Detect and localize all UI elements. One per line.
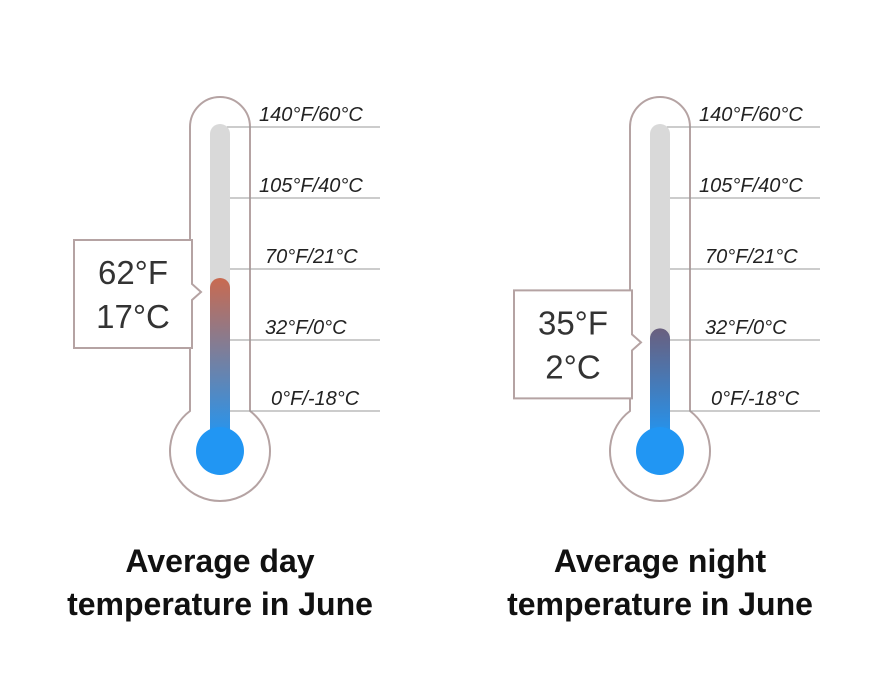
scale-tick-label: 70°F/21°C (705, 246, 798, 268)
caption-line-2: temperature in June (507, 586, 813, 622)
thermometer-day: 140°F/60°C 105°F/40°C 70°F/21°C 32°F/0°C 0°F… (67, 96, 380, 622)
scale-tick-label: 0°F/-18°C (271, 388, 360, 410)
scale-tick-label: 140°F/60°C (699, 104, 803, 126)
scale-tick-label: 140°F/60°C (259, 104, 363, 126)
mercury-fill (210, 277, 230, 440)
reading-celsius: 17°C (96, 298, 170, 335)
caption-line-2: temperature in June (67, 586, 373, 622)
scale-tick-label: 105°F/40°C (259, 175, 363, 197)
caption-line-1: Average day (125, 543, 314, 579)
scale-labels: 140°F/60°C 105°F/40°C 70°F/21°C 32°F/0°C 0°F… (699, 104, 803, 410)
caption-line-1: Average night (554, 543, 767, 579)
thermometer-night: 140°F/60°C 105°F/40°C 70°F/21°C 32°F/0°C 0°F… (507, 96, 820, 622)
scale-labels: 140°F/60°C 105°F/40°C 70°F/21°C 32°F/0°C 0°F… (259, 104, 363, 410)
mercury-fill (650, 328, 670, 440)
reading-celsius: 2°C (545, 348, 600, 385)
reading-box-outline (73, 238, 203, 349)
reading-box: 35°F 2°C (513, 289, 643, 400)
scale-tick-label: 32°F/0°C (705, 317, 787, 339)
scale-tick-label: 70°F/21°C (265, 246, 358, 268)
reading-box: 62°F 17°C (73, 238, 203, 349)
scale-tick-label: 0°F/-18°C (711, 388, 800, 410)
scale-tick-label: 105°F/40°C (699, 175, 803, 197)
reading-fahrenheit: 62°F (98, 254, 168, 291)
reading-box-outline (513, 289, 643, 400)
thermometer-bulb (636, 427, 684, 475)
scale-tick-label: 32°F/0°C (265, 317, 347, 339)
thermometer-bulb (196, 427, 244, 475)
scale-gridlines (220, 126, 380, 412)
reading-fahrenheit: 35°F (538, 304, 608, 341)
scale-gridlines (660, 126, 820, 412)
